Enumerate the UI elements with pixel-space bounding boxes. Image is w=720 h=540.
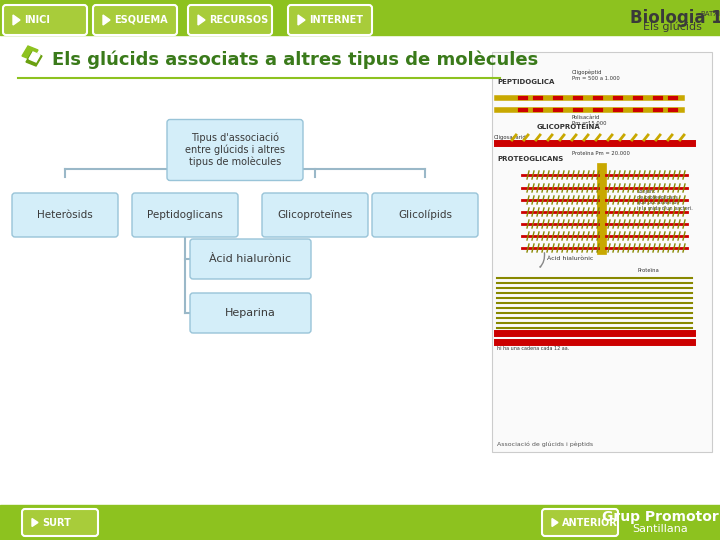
Text: GLICOPROTEÏNA: GLICOPROTEÏNA xyxy=(537,123,600,130)
Polygon shape xyxy=(22,46,38,60)
FancyBboxPatch shape xyxy=(22,509,98,536)
Text: Grup Promotor: Grup Promotor xyxy=(602,510,719,524)
Text: Els glúcids: Els glúcids xyxy=(642,22,701,32)
Text: Biologia 1: Biologia 1 xyxy=(630,9,720,27)
Polygon shape xyxy=(26,52,42,66)
Text: RECURSOS: RECURSOS xyxy=(209,15,269,25)
Text: Oligopèptid
Pm = 500 a 1.000: Oligopèptid Pm = 500 a 1.000 xyxy=(572,70,620,81)
Text: PEPTIDOGLICA: PEPTIDOGLICA xyxy=(497,79,554,85)
Text: Associació de glúcids i pèptids: Associació de glúcids i pèptids xyxy=(497,442,593,447)
Polygon shape xyxy=(552,518,558,526)
FancyBboxPatch shape xyxy=(3,5,87,35)
FancyBboxPatch shape xyxy=(188,5,272,35)
FancyBboxPatch shape xyxy=(190,293,311,333)
Text: Proteïna: Proteïna xyxy=(637,268,659,273)
Text: Àcid hialurònic: Àcid hialurònic xyxy=(210,254,292,264)
Text: Glicoproteïnes: Glicoproteïnes xyxy=(277,210,353,220)
Text: Glicolípids: Glicolípids xyxy=(398,210,452,220)
Text: Peptidoglicans: Peptidoglicans xyxy=(147,210,223,220)
Text: Els glúcids associats a altres tipus de molècules: Els glúcids associats a altres tipus de … xyxy=(52,51,539,69)
FancyBboxPatch shape xyxy=(167,119,303,180)
Text: Proteïna Pm = 20.000: Proteïna Pm = 20.000 xyxy=(572,151,630,156)
FancyBboxPatch shape xyxy=(93,5,177,35)
Text: INICI: INICI xyxy=(24,15,50,25)
FancyBboxPatch shape xyxy=(542,509,618,536)
FancyBboxPatch shape xyxy=(12,193,118,237)
Text: Oligosacarid
Pm = 1.000: Oligosacarid Pm = 1.000 xyxy=(494,135,527,146)
Polygon shape xyxy=(29,52,40,62)
Text: SURT: SURT xyxy=(42,517,71,528)
Text: Tipus d'associació
entre glúcids i altres
tipus de molècules: Tipus d'associació entre glúcids i altre… xyxy=(185,132,285,167)
Text: Condroitina sulfat. Aprox.
hi ha una cadena cada 12 aa.: Condroitina sulfat. Aprox. hi ha una cad… xyxy=(497,340,570,351)
Bar xyxy=(492,52,712,452)
Text: INTERNET: INTERNET xyxy=(309,15,363,25)
Text: ANTERIOR: ANTERIOR xyxy=(562,517,618,528)
Text: Àcid hialurònic: Àcid hialurònic xyxy=(547,256,593,261)
Text: Conjunt
de proteoglicans
que pot assembl-
ir la mida d'un bacteri.: Conjunt de proteoglicans que pot assembl… xyxy=(637,189,693,211)
Polygon shape xyxy=(298,15,305,25)
Text: PROTEOGLICANS: PROTEOGLICANS xyxy=(497,156,563,162)
Polygon shape xyxy=(103,15,110,25)
Bar xyxy=(0,0,720,35)
FancyBboxPatch shape xyxy=(288,5,372,35)
Bar xyxy=(0,505,720,540)
FancyBboxPatch shape xyxy=(190,239,311,279)
Text: Santillana: Santillana xyxy=(632,524,688,534)
Polygon shape xyxy=(13,15,20,25)
Text: BATXILLERAT: BATXILLERAT xyxy=(700,11,720,17)
Text: ESQUEMA: ESQUEMA xyxy=(114,15,168,25)
FancyArrowPatch shape xyxy=(540,253,544,267)
Text: Heparina: Heparina xyxy=(225,308,276,318)
FancyBboxPatch shape xyxy=(132,193,238,237)
Polygon shape xyxy=(198,15,205,25)
Polygon shape xyxy=(32,518,38,526)
Text: Polisacàrid
Pm = 15.000: Polisacàrid Pm = 15.000 xyxy=(572,115,606,126)
FancyBboxPatch shape xyxy=(262,193,368,237)
FancyBboxPatch shape xyxy=(372,193,478,237)
Text: Heteròsids: Heteròsids xyxy=(37,210,93,220)
